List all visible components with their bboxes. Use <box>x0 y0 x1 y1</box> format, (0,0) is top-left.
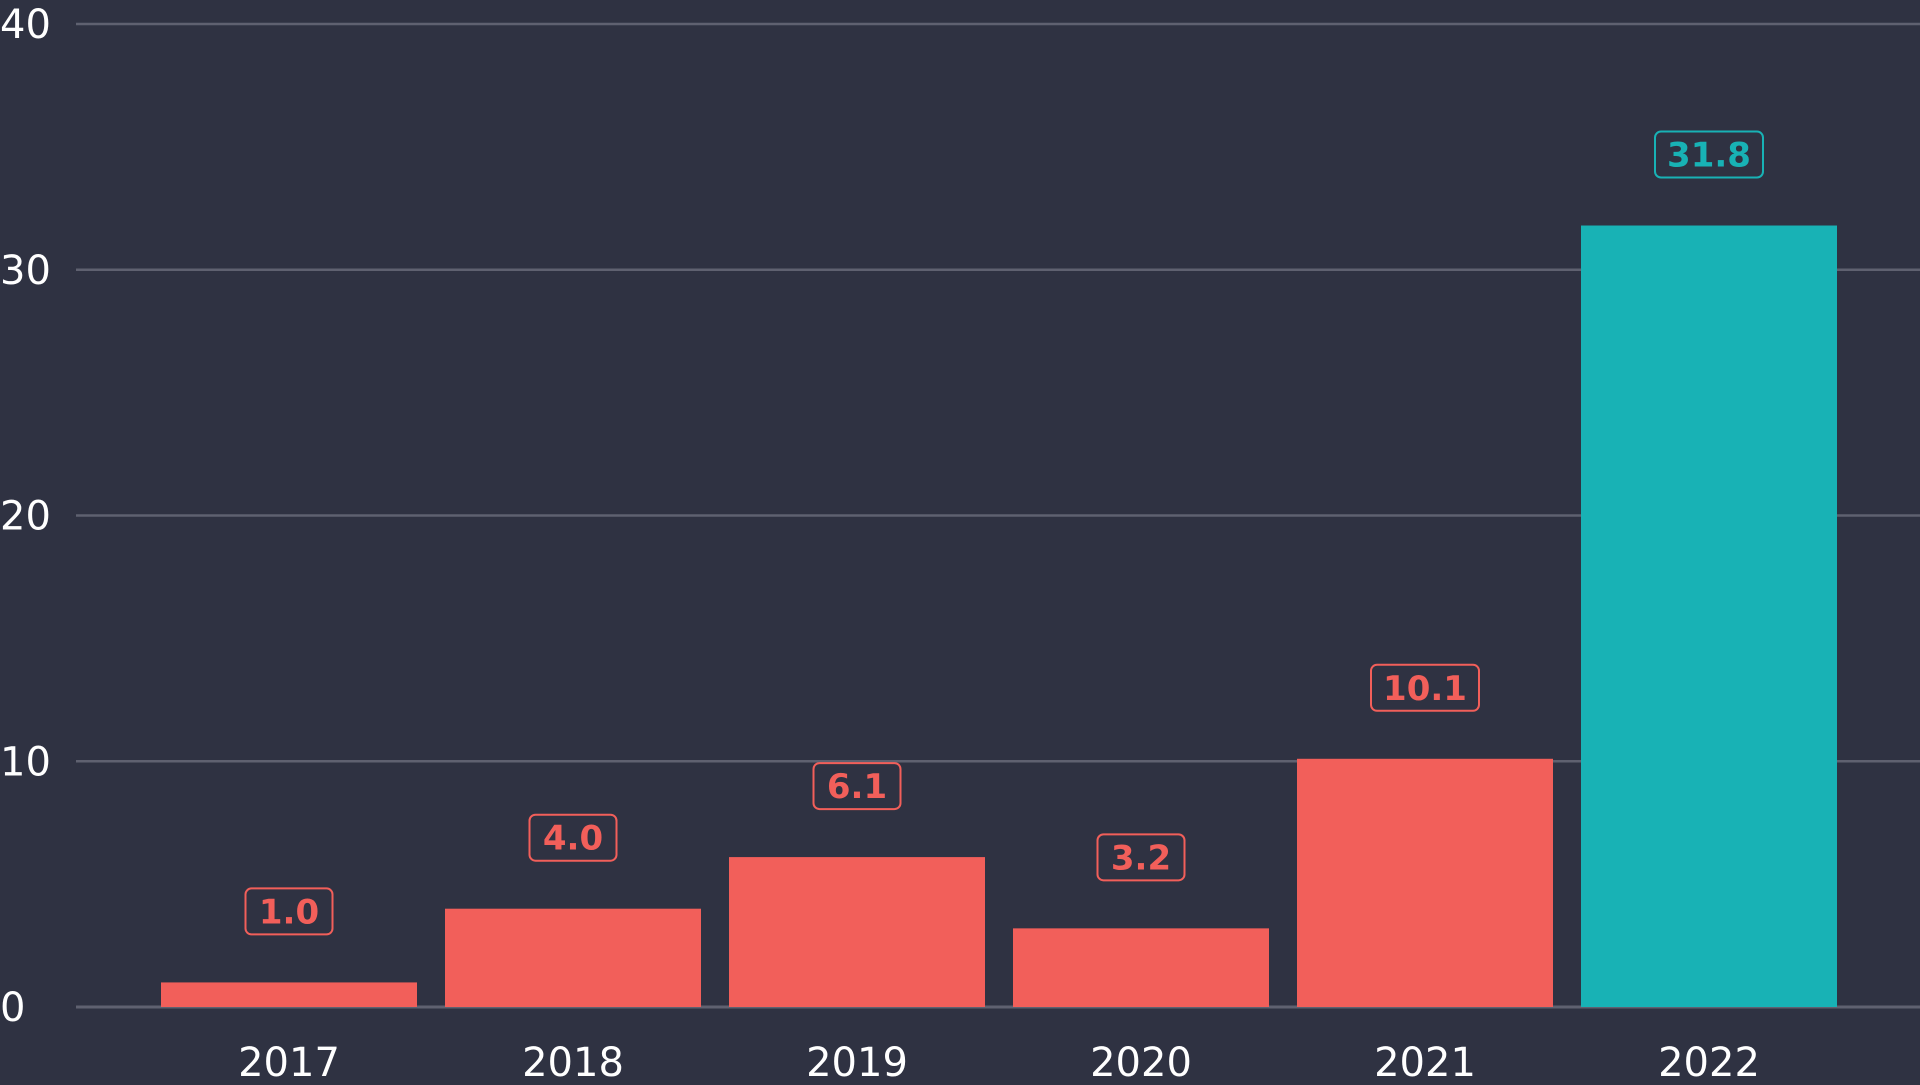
x-tick-label: 2018 <box>522 1040 624 1080</box>
bars <box>161 225 1837 1007</box>
data-label: 6.1 <box>827 767 887 807</box>
data-label-box <box>812 762 902 811</box>
x-tick-label: 2020 <box>1090 1040 1192 1080</box>
bar-2018 <box>445 908 701 1007</box>
y-tick-label: 20 <box>0 494 51 540</box>
bar-2019 <box>729 857 985 1007</box>
y-tick-label: 40 <box>0 2 51 48</box>
data-label: 3.2 <box>1111 838 1171 878</box>
data-label: 1.0 <box>259 892 319 932</box>
data-label: 10.1 <box>1383 669 1467 709</box>
data-label: 4.0 <box>543 819 603 859</box>
bar-2021 <box>1297 758 1553 1007</box>
bar-2020 <box>1013 928 1269 1007</box>
data-labels: 1.0 4.0 6.1 3.2 10.1 31.8 <box>244 130 1764 936</box>
x-axis-ticks: 2017 2018 2019 2020 2021 2022 <box>238 1040 1760 1085</box>
data-label-box <box>1370 663 1480 712</box>
y-tick-label: 10 <box>0 739 51 785</box>
x-tick-label: 2021 <box>1374 1040 1476 1080</box>
y-tick-label: 0 <box>0 985 25 1031</box>
data-label-box <box>244 887 334 936</box>
bar-2022 <box>1581 225 1837 1007</box>
data-label-box <box>1096 833 1186 882</box>
x-tick-label: 2019 <box>806 1040 908 1080</box>
data-label: 31.8 <box>1667 136 1751 176</box>
x-tick-label: 2017 <box>238 1040 340 1080</box>
y-tick-label: 30 <box>0 248 51 294</box>
x-tick-label: 2022 <box>1658 1040 1760 1080</box>
data-label-box <box>528 813 618 862</box>
y-axis-ticks: 0 10 20 30 40 <box>0 2 51 1031</box>
data-label-box <box>1654 130 1764 179</box>
bar-2017 <box>161 982 417 1007</box>
